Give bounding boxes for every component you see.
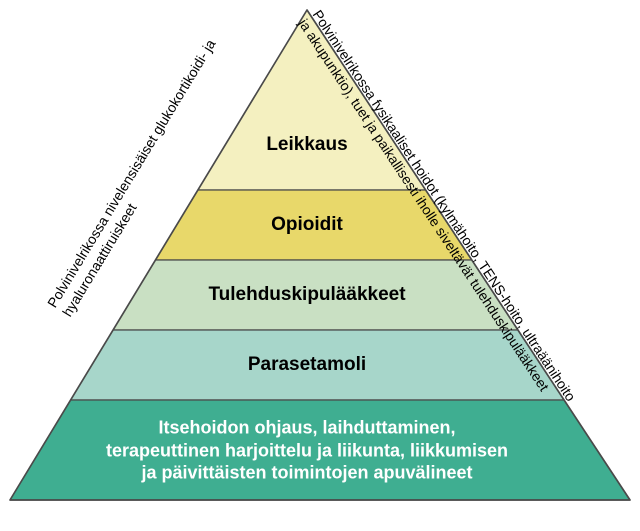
tier-label: Parasetamoli xyxy=(27,353,587,377)
tier-label: Leikkaus xyxy=(27,133,587,157)
tier-label: Itsehoidon ohjaus, laihduttaminen, terap… xyxy=(27,416,587,484)
pyramid-diagram: LeikkausOpioiditTulehduskipulääkkeetPara… xyxy=(0,0,640,531)
